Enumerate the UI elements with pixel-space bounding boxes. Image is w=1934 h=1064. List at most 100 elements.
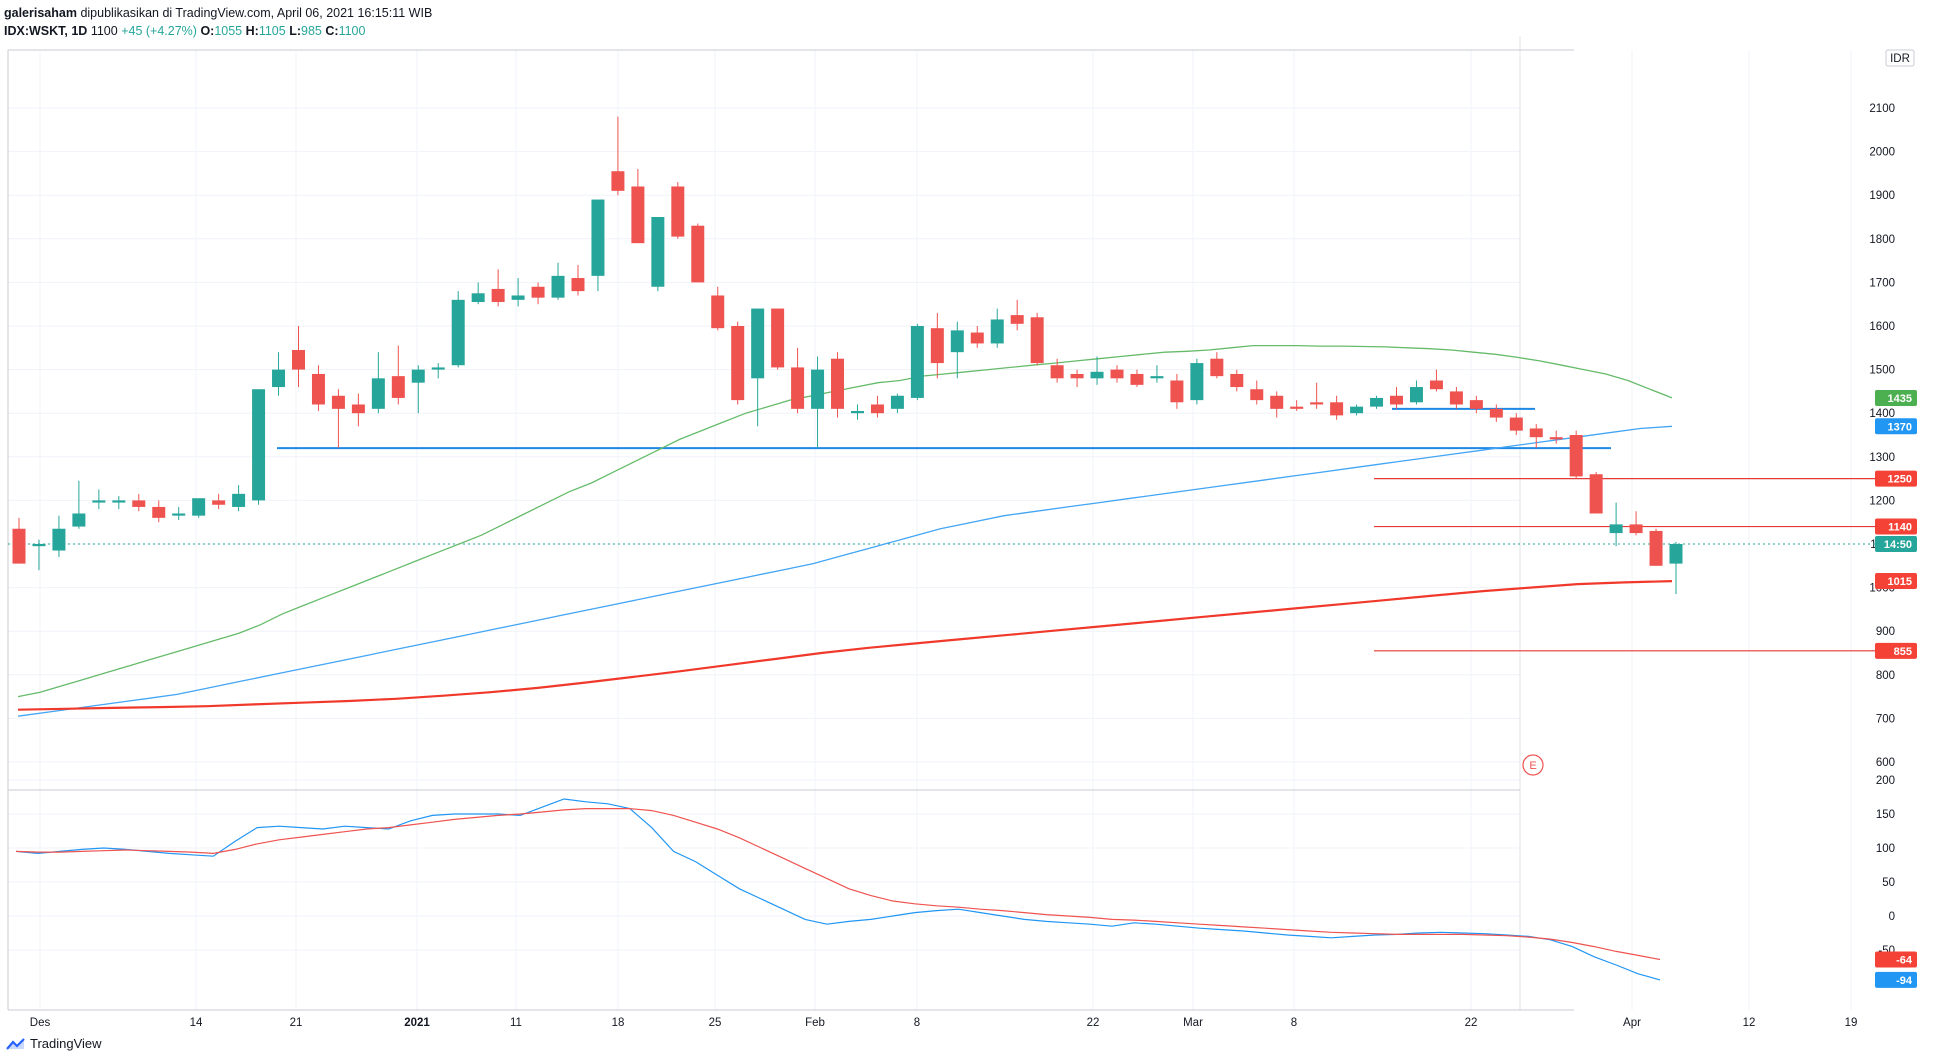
- macd-badge-bg: [1875, 951, 1917, 968]
- candle-body: [811, 369, 825, 409]
- candle-body: [272, 369, 286, 388]
- candle-body: [52, 528, 66, 551]
- candle-body: [850, 411, 864, 414]
- plot-area: [8, 36, 1520, 978]
- open-label: O:: [200, 24, 215, 38]
- candle-body: [192, 498, 206, 516]
- symbol-label[interactable]: IDX:WSKT, 1D: [4, 24, 88, 38]
- candle-body: [1170, 380, 1184, 403]
- candle-body: [910, 326, 924, 398]
- candle-body: [1150, 376, 1164, 379]
- candle-body: [232, 493, 246, 507]
- candle-body: [1649, 530, 1663, 566]
- candle-body: [1509, 417, 1523, 431]
- horizontal-levels[interactable]: [8, 407, 1880, 652]
- low-value: 985: [301, 24, 322, 38]
- candle-body: [890, 395, 904, 409]
- price-badges: 1435 1370 1250 1140 14:50 1015 855 -64 -94: [1875, 389, 1917, 988]
- candle-body: [311, 373, 325, 405]
- time-tick-label: Des: [30, 1017, 51, 1029]
- candle-body: [1409, 387, 1423, 403]
- price-change: +45 (+4.27%): [121, 24, 197, 38]
- candles[interactable]: [12, 116, 1683, 595]
- high-value: 1105: [258, 24, 286, 38]
- candle-body: [791, 367, 805, 409]
- candle-body: [711, 295, 725, 329]
- price-tick-label: 1400: [1869, 408, 1895, 420]
- published-info: dipublikasikan di TradingView.com, April…: [80, 6, 433, 20]
- last-price: 1100: [90, 24, 118, 38]
- time-tick-label: 22: [1087, 1017, 1100, 1029]
- candle-body: [1210, 358, 1224, 377]
- price-badge-bg: [1875, 389, 1917, 406]
- candle-body: [72, 513, 86, 527]
- time-axis[interactable]: Des 14 21 2021 11 18 25 Feb 8 22 Mar 8 22 Apr 12 19: [30, 1017, 1858, 1029]
- time-tick-label: 12: [1743, 1017, 1756, 1029]
- macd-tick-label: 50: [1882, 877, 1895, 889]
- time-tick-label: 22: [1465, 1017, 1478, 1029]
- candle-body: [1010, 315, 1024, 324]
- candle-body: [691, 225, 705, 283]
- tradingview-logo-icon: [6, 1037, 25, 1050]
- candle-body: [1390, 395, 1404, 405]
- price-axis[interactable]: 6007008009001000110012001300140015001600…: [1869, 49, 1915, 957]
- earnings-marker-circle: [1522, 754, 1544, 776]
- candle-body: [1629, 524, 1643, 534]
- price-badge-bg: [1875, 573, 1917, 590]
- price-tick-label: 1600: [1869, 321, 1895, 333]
- candle-body: [531, 286, 545, 298]
- macd-badge: -64: [1896, 955, 1913, 967]
- price-tick-label: 1500: [1869, 365, 1895, 377]
- close-label: C:: [325, 24, 339, 38]
- candle-body: [92, 500, 106, 503]
- candle-body: [291, 349, 305, 370]
- candle-body: [1030, 317, 1044, 364]
- candle-body: [12, 528, 26, 564]
- macd-badge-bg: [1875, 971, 1917, 988]
- candle-body: [950, 330, 964, 353]
- price-tick-label: 1800: [1869, 234, 1895, 246]
- candle-body: [1290, 406, 1304, 409]
- candle-body: [411, 369, 425, 383]
- candle-body: [1609, 524, 1623, 534]
- candle-body: [1050, 365, 1064, 379]
- time-tick-label: Apr: [1623, 1017, 1641, 1029]
- candle-body: [611, 171, 625, 191]
- tradingview-brand[interactable]: TradingView: [6, 1036, 102, 1051]
- price-badge: 1140: [1888, 522, 1912, 534]
- candle-body: [1270, 395, 1284, 409]
- candle-body: [451, 299, 465, 366]
- macd-tick-label: 200: [1876, 775, 1895, 787]
- currency-label: IDR: [1890, 53, 1910, 65]
- price-tick-label: 2100: [1869, 103, 1895, 115]
- candle-body: [1250, 389, 1264, 401]
- candle-body: [930, 328, 944, 364]
- earnings-marker: E: [1529, 760, 1536, 772]
- price-tick-label: 800: [1876, 670, 1895, 682]
- candle-body: [1190, 363, 1204, 401]
- close-value: 1100: [338, 24, 366, 38]
- candle-body: [172, 513, 186, 516]
- macd-pane[interactable]: [15, 798, 1661, 981]
- macd-series-line: [15, 807, 1661, 961]
- candle-body: [391, 376, 405, 398]
- candle-body: [551, 275, 565, 298]
- candle-body: [351, 404, 365, 414]
- moving-averages[interactable]: [17, 344, 1673, 717]
- candle-body: [1529, 428, 1543, 438]
- author-name[interactable]: galerisaham: [4, 6, 77, 20]
- candle-body: [1330, 402, 1344, 416]
- candle-body: [651, 217, 665, 287]
- price-badge-bg: [1875, 418, 1917, 435]
- candle-body: [1489, 408, 1503, 418]
- time-tick-label: 11: [510, 1017, 522, 1029]
- price-badge: 1250: [1888, 474, 1912, 486]
- candle-body: [471, 293, 485, 303]
- time-tick-label: 14: [190, 1017, 203, 1029]
- candle-body: [1070, 373, 1084, 379]
- time-tick-label: 21: [290, 1017, 303, 1029]
- misc-markers: E: [1522, 754, 1544, 776]
- price-badge: 1370: [1888, 421, 1912, 433]
- candle-body: [1569, 435, 1583, 477]
